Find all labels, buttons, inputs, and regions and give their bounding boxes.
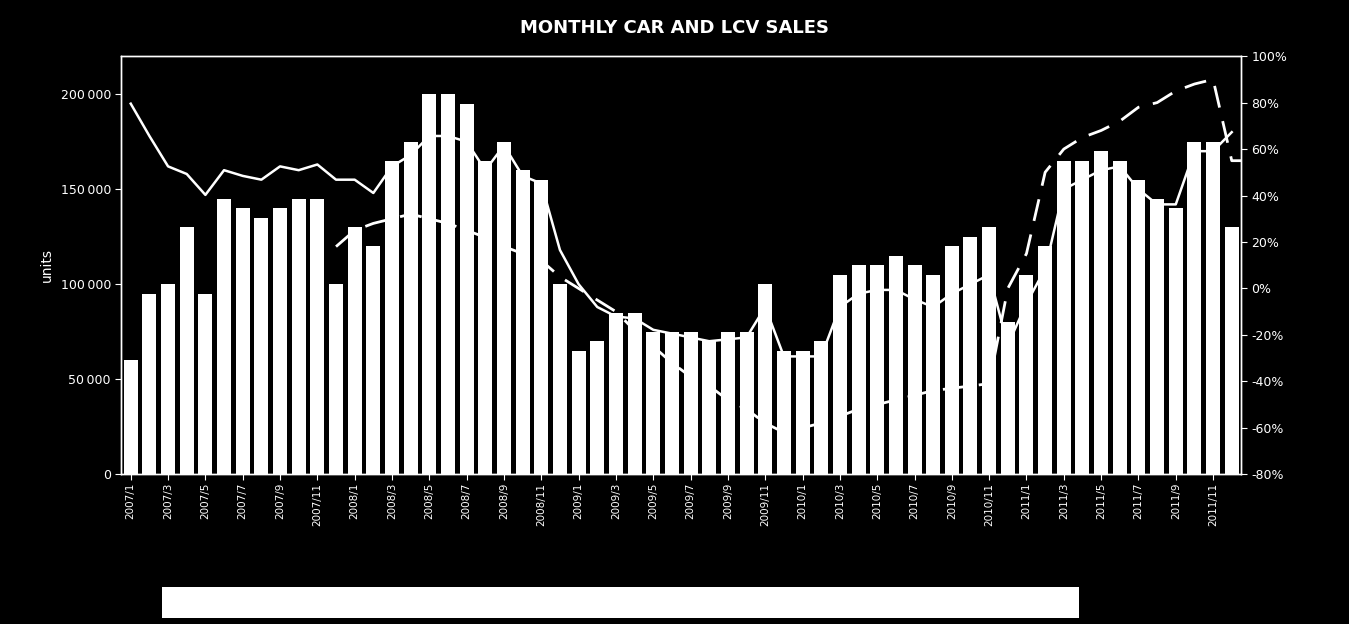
Bar (1132, 180, 1145, 474)
Bar (777, 351, 791, 474)
Bar (963, 236, 978, 474)
Bar (646, 332, 660, 474)
Bar (665, 332, 679, 474)
Bar (889, 256, 902, 474)
Bar (236, 208, 250, 474)
Bar (367, 246, 380, 474)
Bar (982, 227, 996, 474)
Bar (441, 94, 455, 474)
Bar (739, 332, 754, 474)
Bar (1020, 275, 1033, 474)
Bar (758, 284, 772, 474)
Bar (348, 227, 362, 474)
Bar (534, 180, 548, 474)
Bar (255, 218, 268, 474)
Bar (403, 142, 418, 474)
Bar (161, 284, 175, 474)
Bar (1151, 198, 1164, 474)
Bar (851, 265, 866, 474)
Bar (927, 275, 940, 474)
Bar (815, 341, 828, 474)
Bar (1075, 160, 1090, 474)
Bar (384, 160, 399, 474)
Bar (1225, 227, 1238, 474)
Bar (124, 360, 138, 474)
Bar (832, 275, 847, 474)
Bar (720, 332, 735, 474)
Bar (1187, 142, 1202, 474)
Bar (496, 142, 511, 474)
Bar (908, 265, 921, 474)
Bar (217, 198, 231, 474)
Bar (1094, 151, 1108, 474)
Bar (1113, 160, 1126, 474)
Bar (1039, 246, 1052, 474)
Bar (684, 332, 697, 474)
Bar (479, 160, 492, 474)
Bar (572, 351, 585, 474)
Bar (1001, 322, 1014, 474)
Bar (460, 104, 473, 474)
Bar (1056, 160, 1071, 474)
Bar (627, 313, 642, 474)
Bar (944, 246, 959, 474)
Bar (703, 341, 716, 474)
Bar (143, 294, 156, 474)
Bar (591, 341, 604, 474)
Bar (1206, 142, 1219, 474)
Bar (422, 94, 436, 474)
Y-axis label: units: units (39, 248, 54, 282)
Bar (291, 198, 306, 474)
Bar (179, 227, 194, 474)
Bar (198, 294, 212, 474)
Bar (310, 198, 324, 474)
Text: MONTHLY CAR AND LCV SALES: MONTHLY CAR AND LCV SALES (519, 19, 830, 37)
Bar (329, 284, 343, 474)
Bar (870, 265, 884, 474)
Bar (553, 284, 567, 474)
Bar (608, 313, 623, 474)
Bar (272, 208, 287, 474)
Bar (515, 170, 530, 474)
Bar (1168, 208, 1183, 474)
Bar (796, 351, 809, 474)
